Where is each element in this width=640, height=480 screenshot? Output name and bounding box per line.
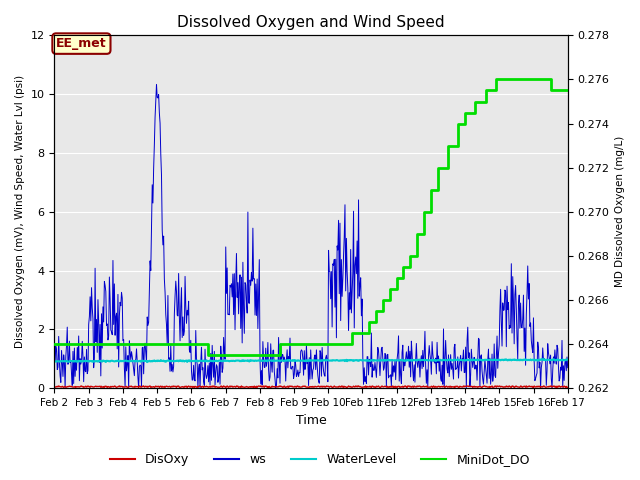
MiniDot_DO (379, 297, 387, 303)
DisOxy (192, 384, 200, 390)
MiniDot_DO (454, 120, 462, 126)
ws (113, 310, 120, 316)
MiniDot_DO (444, 143, 452, 148)
DisOxy (113, 384, 120, 390)
MiniDot_DO (170, 341, 178, 347)
WaterLevel (113, 358, 120, 364)
MiniDot_DO (472, 98, 479, 104)
Title: Dissolved Oxygen and Wind Speed: Dissolved Oxygen and Wind Speed (177, 15, 445, 30)
ws (125, 385, 132, 391)
MiniDot_DO (102, 341, 109, 347)
MiniDot_DO (239, 352, 246, 358)
ws (153, 82, 161, 87)
DisOxy (51, 384, 58, 389)
X-axis label: Time: Time (296, 414, 326, 427)
MiniDot_DO (276, 341, 284, 347)
MiniDot_DO (256, 352, 264, 358)
MiniDot_DO (413, 231, 421, 237)
Text: EE_met: EE_met (56, 37, 107, 50)
WaterLevel (389, 358, 397, 363)
MiniDot_DO (324, 341, 332, 347)
MiniDot_DO (564, 88, 572, 94)
DisOxy (373, 384, 381, 390)
MiniDot_DO (506, 77, 513, 83)
MiniDot_DO (492, 77, 500, 83)
Legend: DisOxy, ws, WaterLevel, MiniDot_DO: DisOxy, ws, WaterLevel, MiniDot_DO (105, 448, 535, 471)
MiniDot_DO (516, 77, 524, 83)
ws (166, 369, 174, 374)
MiniDot_DO (427, 187, 435, 192)
MiniDot_DO (386, 286, 394, 292)
MiniDot_DO (365, 319, 373, 325)
WaterLevel (143, 359, 151, 365)
MiniDot_DO (307, 341, 315, 347)
Line: MiniDot_DO: MiniDot_DO (54, 80, 568, 355)
Line: ws: ws (54, 84, 568, 388)
MiniDot_DO (221, 352, 229, 358)
MiniDot_DO (358, 330, 366, 336)
MiniDot_DO (399, 264, 407, 270)
ws (564, 365, 572, 371)
MiniDot_DO (348, 330, 356, 336)
WaterLevel (374, 358, 381, 363)
MiniDot_DO (51, 341, 58, 347)
WaterLevel (564, 357, 572, 362)
Y-axis label: Dissolved Oxygen (mV), Wind Speed, Water Lvl (psi): Dissolved Oxygen (mV), Wind Speed, Water… (15, 75, 25, 348)
MiniDot_DO (530, 77, 538, 83)
MiniDot_DO (547, 88, 554, 94)
MiniDot_DO (372, 308, 380, 314)
ws (51, 342, 58, 348)
MiniDot_DO (420, 209, 428, 215)
DisOxy (164, 384, 172, 390)
MiniDot_DO (136, 341, 144, 347)
Line: WaterLevel: WaterLevel (54, 359, 568, 362)
MiniDot_DO (266, 352, 274, 358)
Line: DisOxy: DisOxy (54, 386, 568, 387)
MiniDot_DO (482, 88, 490, 94)
DisOxy (389, 383, 397, 389)
DisOxy (388, 384, 396, 390)
WaterLevel (166, 358, 173, 364)
WaterLevel (540, 356, 547, 362)
ws (374, 348, 382, 354)
MiniDot_DO (290, 341, 298, 347)
Y-axis label: MD Dissolved Oxygen (mg/L): MD Dissolved Oxygen (mg/L) (615, 136, 625, 288)
MiniDot_DO (495, 77, 503, 83)
ws (390, 363, 397, 369)
MiniDot_DO (342, 341, 349, 347)
ws (193, 361, 201, 367)
MiniDot_DO (434, 165, 442, 170)
MiniDot_DO (153, 341, 161, 347)
MiniDot_DO (188, 341, 195, 347)
MiniDot_DO (205, 352, 212, 358)
DisOxy (60, 384, 68, 390)
DisOxy (403, 384, 411, 390)
WaterLevel (51, 359, 58, 364)
MiniDot_DO (406, 253, 414, 259)
DisOxy (564, 384, 572, 390)
MiniDot_DO (393, 275, 401, 281)
WaterLevel (193, 358, 200, 364)
MiniDot_DO (461, 109, 469, 115)
WaterLevel (60, 359, 68, 364)
ws (60, 352, 68, 358)
